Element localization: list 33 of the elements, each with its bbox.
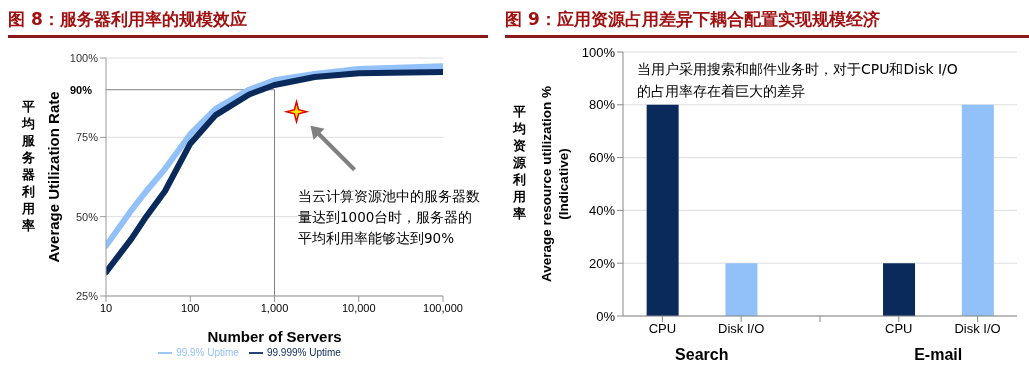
x-tick-label: CPU (648, 321, 677, 337)
x-tick-label: CPU (885, 321, 913, 337)
x-tick-label: Disk I/O (954, 321, 1001, 337)
text: E-mail (913, 346, 964, 364)
y-tick-label: 80% (588, 97, 616, 113)
x-axis-title: Number of Servers (207, 328, 342, 345)
annotation: 当用户采用搜索和邮件业务时，对于CPU和Disk I/O的占用率存在着巨大的差异 (637, 60, 959, 101)
y-tick-label: 50% (75, 210, 99, 223)
x-tick-label: Disk I/O (718, 321, 765, 337)
y-tick-label: 75% (75, 131, 99, 144)
y-axis-title: Average Utilization Rate (45, 91, 63, 263)
legend-label: 99.999% Uptime (266, 346, 341, 358)
x-tick-label: 10,000 (341, 301, 376, 314)
y-tick-label: 25% (75, 289, 99, 302)
x-tick-label: 100 (181, 301, 200, 314)
y-tick-label: 100% (581, 44, 616, 60)
legend-label: 99.9% Uptime (176, 346, 239, 358)
x-tick-label: 1,000 (260, 301, 289, 314)
chart-title: 图 9：应用资源占用差异下耦合配置实现规模经济 (505, 8, 1029, 38)
y-axis-title: Average resource utilization % (Indicative) (539, 85, 571, 283)
y-tick-label: 60% (588, 150, 616, 166)
text: 平均资源利用率 (513, 103, 527, 222)
text: Search (674, 346, 730, 364)
chart-title: 图 8：服务器利用率的规模效应 (8, 8, 488, 38)
annotation: 当云计算资源池中的服务器数量达到1000台时，服务器的平均利用率能够达到90% (298, 186, 480, 249)
x-tick-label: 100,000 (423, 301, 463, 314)
y-tick-label: 20% (588, 255, 616, 271)
y-tick-label: 0% (596, 308, 616, 324)
y-tick-label: 40% (588, 203, 616, 219)
ref-line-label: 90% (69, 83, 93, 96)
text: 平均服务器利用率 (22, 98, 36, 234)
x-tick-label: 10 (99, 301, 113, 314)
y-tick-label: 100% (69, 51, 99, 64)
